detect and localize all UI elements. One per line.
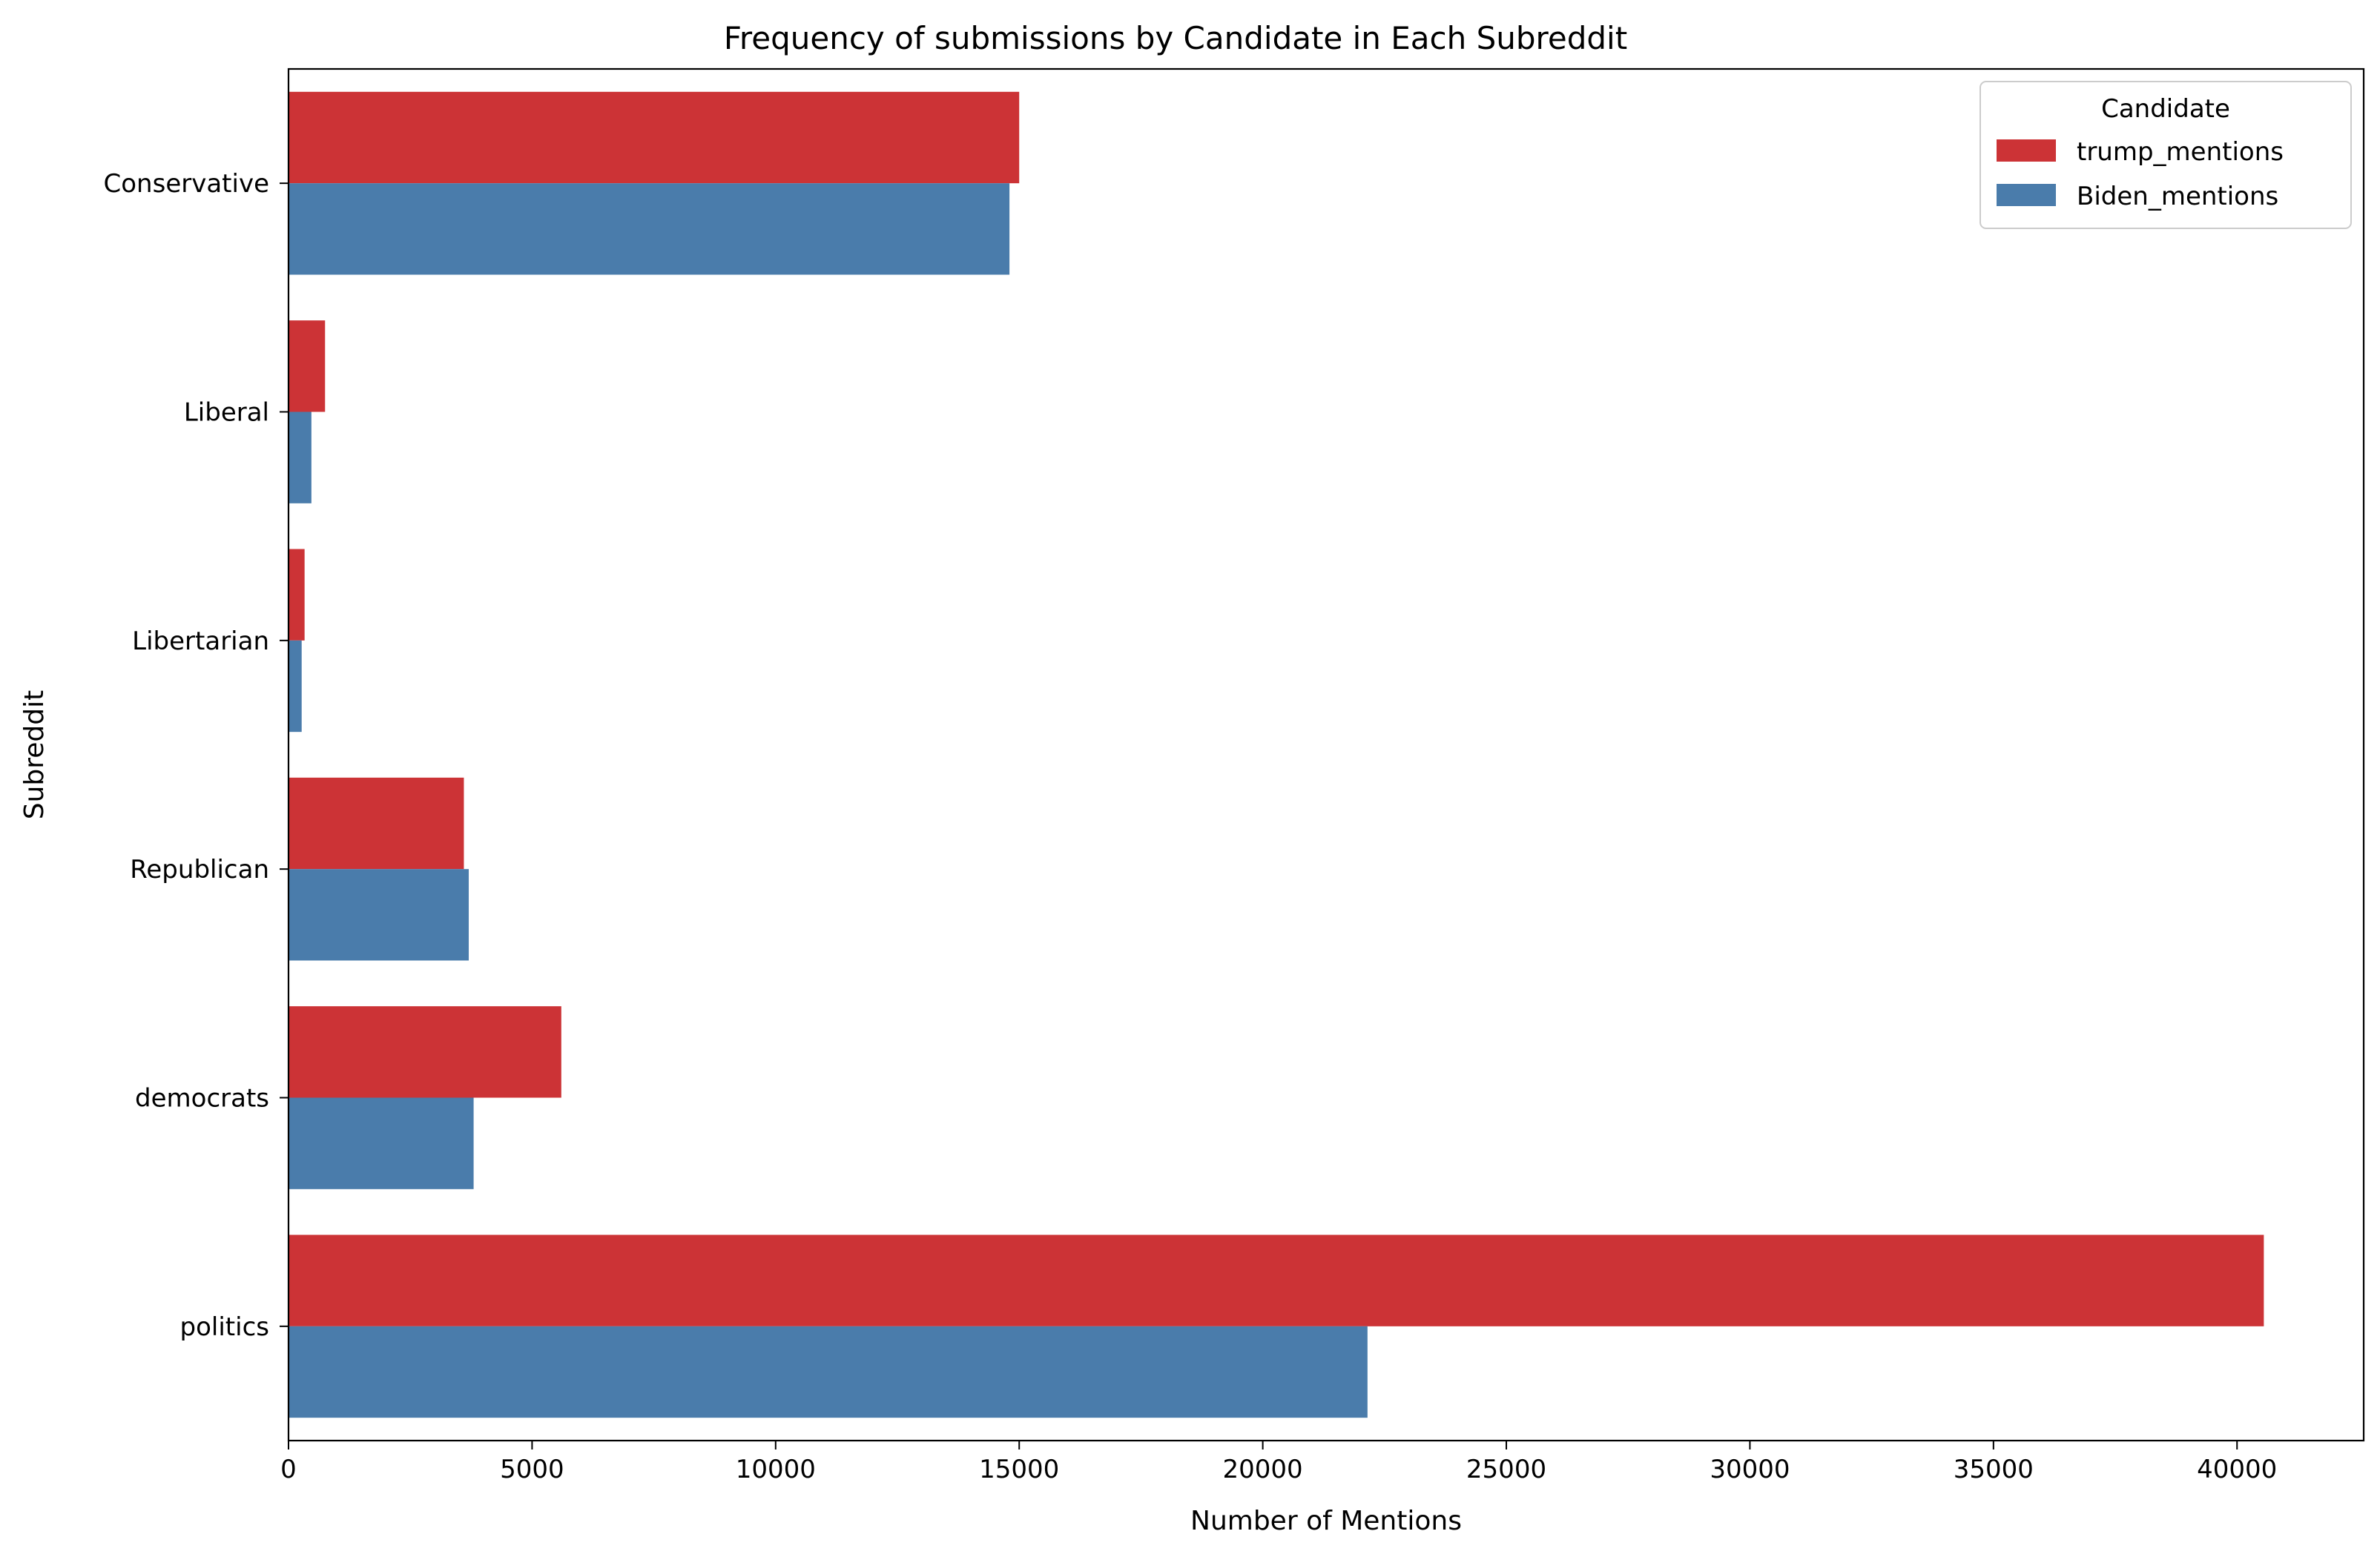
bar-Biden_mentions-Liberal — [289, 411, 311, 503]
y-tick-label-democrats: democrats — [135, 1084, 269, 1114]
legend-label-trump_mentions: trump_mentions — [2077, 137, 2284, 167]
y-tick-label-Conservative: Conservative — [104, 169, 269, 199]
bar-trump_mentions-Libertarian — [289, 549, 305, 641]
bar-trump_mentions-democrats — [289, 1006, 561, 1098]
bar-trump_mentions-politics — [289, 1234, 2264, 1326]
x-tick-label-10000: 10000 — [736, 1455, 816, 1484]
y-tick-label-Liberal: Liberal — [184, 398, 269, 428]
bar-Biden_mentions-democrats — [289, 1097, 474, 1189]
x-axis-title: Number of Mentions — [1190, 1506, 1462, 1536]
bar-trump_mentions-Conservative — [289, 91, 1020, 184]
legend-swatch-trump_mentions — [1997, 139, 2056, 162]
x-tick-label-25000: 25000 — [1466, 1455, 1546, 1484]
bar-Biden_mentions-politics — [289, 1326, 1368, 1418]
legend-box — [1980, 81, 2352, 229]
legend-entries: trump_mentions Biden_mentions — [1997, 137, 2284, 211]
x-tick-label-5000: 5000 — [500, 1455, 564, 1484]
bars-layer — [289, 91, 2264, 1418]
y-tick-label-Libertarian: Libertarian — [132, 627, 269, 656]
legend: Candidate trump_mentions Biden_mentions — [1980, 81, 2352, 229]
y-axis-ticks: Conservative Liberal Libertarian Republican… — [104, 169, 289, 1342]
chart-title: Frequency of submissions by Candidate in… — [724, 20, 1627, 56]
bar-trump_mentions-Republican — [289, 777, 464, 870]
bar-trump_mentions-Liberal — [289, 320, 326, 412]
y-tick-label-Republican: Republican — [130, 855, 269, 885]
legend-label-Biden_mentions: Biden_mentions — [2077, 182, 2278, 211]
y-axis-title: Subreddit — [19, 690, 50, 820]
x-tick-label-35000: 35000 — [1954, 1455, 2034, 1484]
bar-Biden_mentions-Conservative — [289, 183, 1010, 275]
bar-Biden_mentions-Libertarian — [289, 640, 302, 733]
x-tick-label-30000: 30000 — [1710, 1455, 1790, 1484]
legend-swatch-Biden_mentions — [1997, 184, 2056, 206]
x-tick-label-40000: 40000 — [2197, 1455, 2277, 1484]
x-tick-label-0: 0 — [280, 1455, 297, 1484]
x-tick-label-15000: 15000 — [979, 1455, 1059, 1484]
bar-Biden_mentions-Republican — [289, 869, 469, 961]
x-tick-label-20000: 20000 — [1223, 1455, 1303, 1484]
legend-title: Candidate — [2101, 94, 2230, 124]
x-axis-ticks: 0 5000 10000 15000 20000 25000 30000 35000 40000 — [280, 1441, 2277, 1484]
axes-frame — [287, 67, 2365, 1442]
y-tick-label-politics: politics — [180, 1312, 269, 1342]
